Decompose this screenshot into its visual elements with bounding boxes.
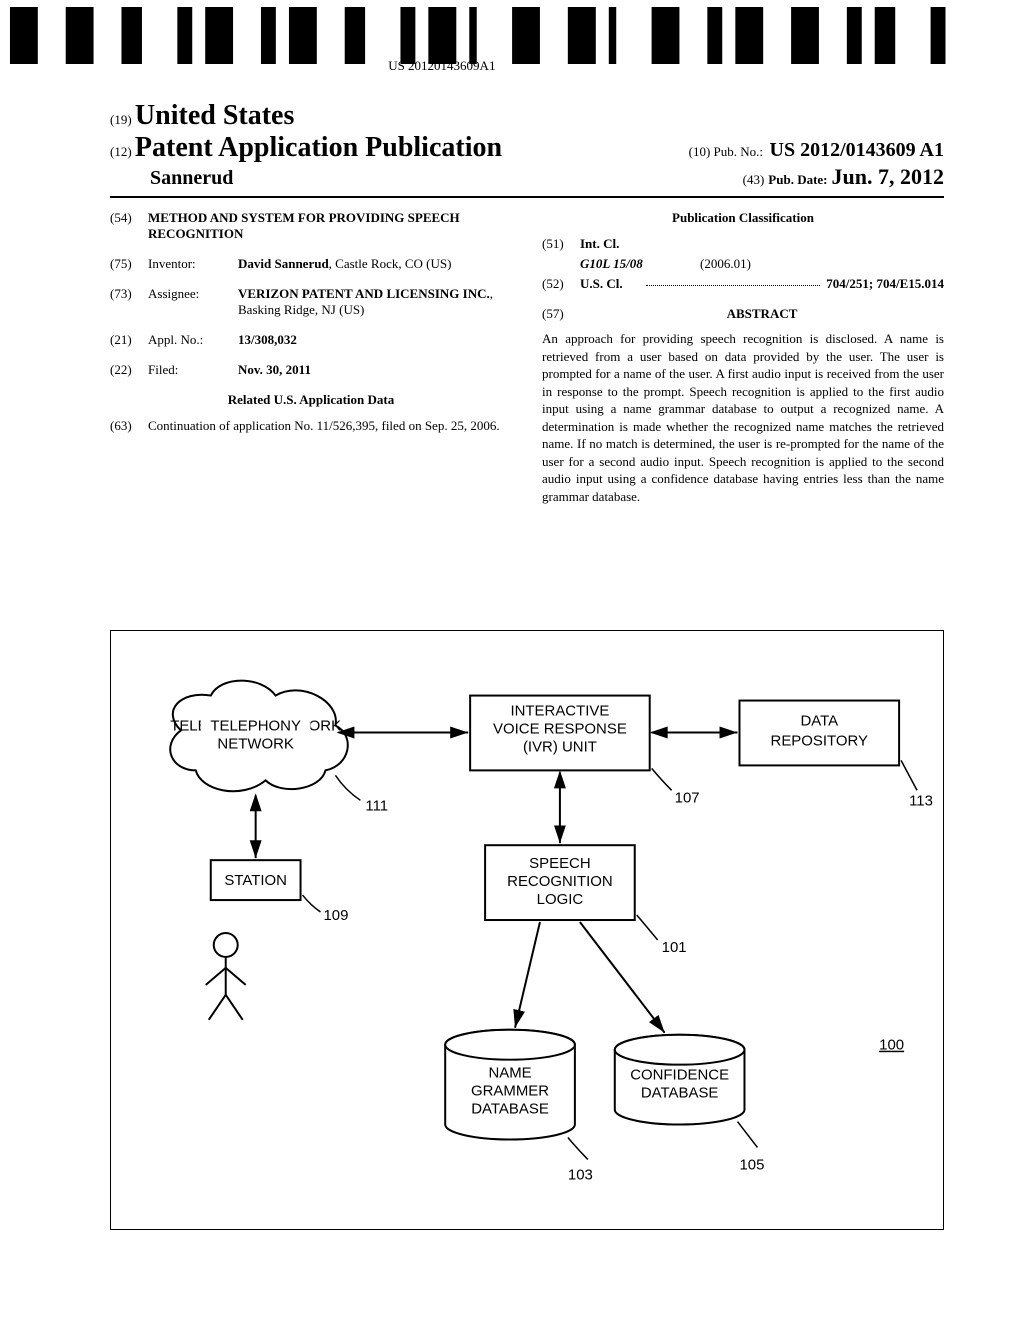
pub-date-label: Pub. Date: [768,172,827,187]
pub-type-code: (12) [110,144,132,159]
related-value: Continuation of application No. 11/526,3… [148,418,512,434]
content-columns: (54) METHOD AND SYSTEM FOR PROVIDING SPE… [110,210,944,505]
arrow-speech-namedb [515,922,540,1028]
country-code: (19) [110,112,132,127]
uscl-row: (52) U.S. Cl. 704/251; 704/E15.014 [542,276,944,292]
related-heading: Related U.S. Application Data [110,392,512,408]
abstract-num: (57) [542,306,580,322]
ivr-text-3: (IVR) UNIT [523,738,597,755]
arrow-speech-confdb [580,922,665,1033]
intcl-code: G10L 15/08 [580,256,700,272]
leader-111 [335,775,360,800]
barcode-block: ▌▎▐▌▐▌▐▎▐▐▌▐▐▌▐▎▐▐▌▎▐▌▐▌▎▐▌▐▐▌▐▌▐▐▎▐ US … [0,20,944,74]
figure-container: TELEPHONY NETWORK TELEPHONY NETWORK INTE… [110,630,944,1230]
title-num: (54) [110,210,148,242]
svg-text:TELEPHONY: TELEPHONY [210,717,301,734]
header: (19) United States (12) Patent Applicati… [110,100,944,198]
filed-field: (22) Filed: Nov. 30, 2011 [110,362,512,378]
ref-100: 100 [879,1037,904,1054]
leader-105 [737,1122,757,1148]
filed-value: Nov. 30, 2011 [238,362,512,378]
leader-113 [901,760,917,790]
ref-111: 111 [365,797,388,814]
figure-svg: TELEPHONY NETWORK TELEPHONY NETWORK INTE… [111,631,943,1229]
ref-113: 113 [909,792,933,809]
station-text: STATION [224,872,287,889]
conf-db-text-2: DATABASE [641,1085,719,1102]
classification-heading: Publication Classification [542,210,944,226]
intcl-label: Int. Cl. [580,236,640,252]
related-field: (63) Continuation of application No. 11/… [110,418,512,434]
pub-date-code: (43) [743,172,765,187]
ref-105: 105 [739,1156,764,1173]
assignee-label: Assignee: [148,286,238,318]
user-arm-right-icon [226,968,246,985]
leader-103 [568,1138,588,1160]
data-repo-text-2: REPOSITORY [771,732,869,749]
applno-value: 13/308,032 [238,332,512,348]
right-column: Publication Classification (51) Int. Cl.… [542,210,944,505]
assignee-value: VERIZON PATENT AND LICENSING INC., Baski… [238,286,512,318]
title-field: (54) METHOD AND SYSTEM FOR PROVIDING SPE… [110,210,512,242]
barcode-graphic: ▌▎▐▌▐▌▐▎▐▐▌▐▐▌▐▎▐▐▌▎▐▌▐▌▎▐▌▐▐▌▐▌▐▐▎▐ [0,20,944,54]
leader-107 [652,768,672,790]
uscl-label: U.S. Cl. [580,276,640,292]
intcl-code-row: G10L 15/08 (2006.01) [542,256,944,272]
data-repo-text-1: DATA [800,712,838,729]
intcl-num: (51) [542,236,580,252]
applno-num: (21) [110,332,148,348]
inventor-value: David Sannerud, Castle Rock, CO (US) [238,256,512,272]
ivr-text-1: INTERACTIVE [510,703,609,720]
user-head-icon [214,933,238,957]
pub-date: Jun. 7, 2012 [832,164,944,189]
name-db-text-3: DATABASE [471,1101,549,1118]
dots-filler [646,276,820,286]
name-db-text-2: GRAMMER [471,1083,549,1100]
pub-no-label: Pub. No.: [714,144,763,159]
filed-label: Filed: [148,362,238,378]
inventor-num: (75) [110,256,148,272]
user-arm-left-icon [206,968,226,985]
inventor-field: (75) Inventor: David Sannerud, Castle Ro… [110,256,512,272]
inventor-label: Inventor: [148,256,238,272]
ivr-text-2: VOICE RESPONSE [493,720,627,737]
country: United States [135,100,294,131]
name-db-text-1: NAME [488,1065,531,1082]
ref-103: 103 [568,1166,593,1183]
leader-101 [637,915,658,940]
abstract-text: An approach for providing speech recogni… [542,330,944,505]
filed-num: (22) [110,362,148,378]
speech-text-2: RECOGNITION [507,873,613,890]
user-leg-right-icon [226,995,243,1020]
intcl-year: (2006.01) [700,256,751,272]
assignee-field: (73) Assignee: VERIZON PATENT AND LICENS… [110,286,512,318]
ref-109: 109 [323,907,348,924]
uscl-num: (52) [542,276,580,292]
abstract-label: ABSTRACT [580,306,944,322]
intcl-row: (51) Int. Cl. [542,236,944,252]
related-num: (63) [110,418,148,434]
pub-type: Patent Application Publication [135,132,502,163]
conf-db-text-1: CONFIDENCE [630,1067,729,1084]
svg-text:NETWORK: NETWORK [217,735,293,752]
applno-label: Appl. No.: [148,332,238,348]
ref-101: 101 [662,939,687,956]
uscl-value: 704/251; 704/E15.014 [826,276,944,292]
left-column: (54) METHOD AND SYSTEM FOR PROVIDING SPE… [110,210,512,505]
leader-109 [303,895,321,912]
speech-text-1: SPEECH [529,855,591,872]
title-value: METHOD AND SYSTEM FOR PROVIDING SPEECH R… [148,210,512,242]
assignee-num: (73) [110,286,148,318]
pub-no-code: (10) [689,144,711,159]
applno-field: (21) Appl. No.: 13/308,032 [110,332,512,348]
author: Sannerud [150,167,233,190]
user-leg-left-icon [209,995,226,1020]
speech-text-3: LOGIC [537,891,584,908]
ref-107: 107 [675,789,700,806]
pub-no: US 2012/0143609 A1 [770,139,944,161]
